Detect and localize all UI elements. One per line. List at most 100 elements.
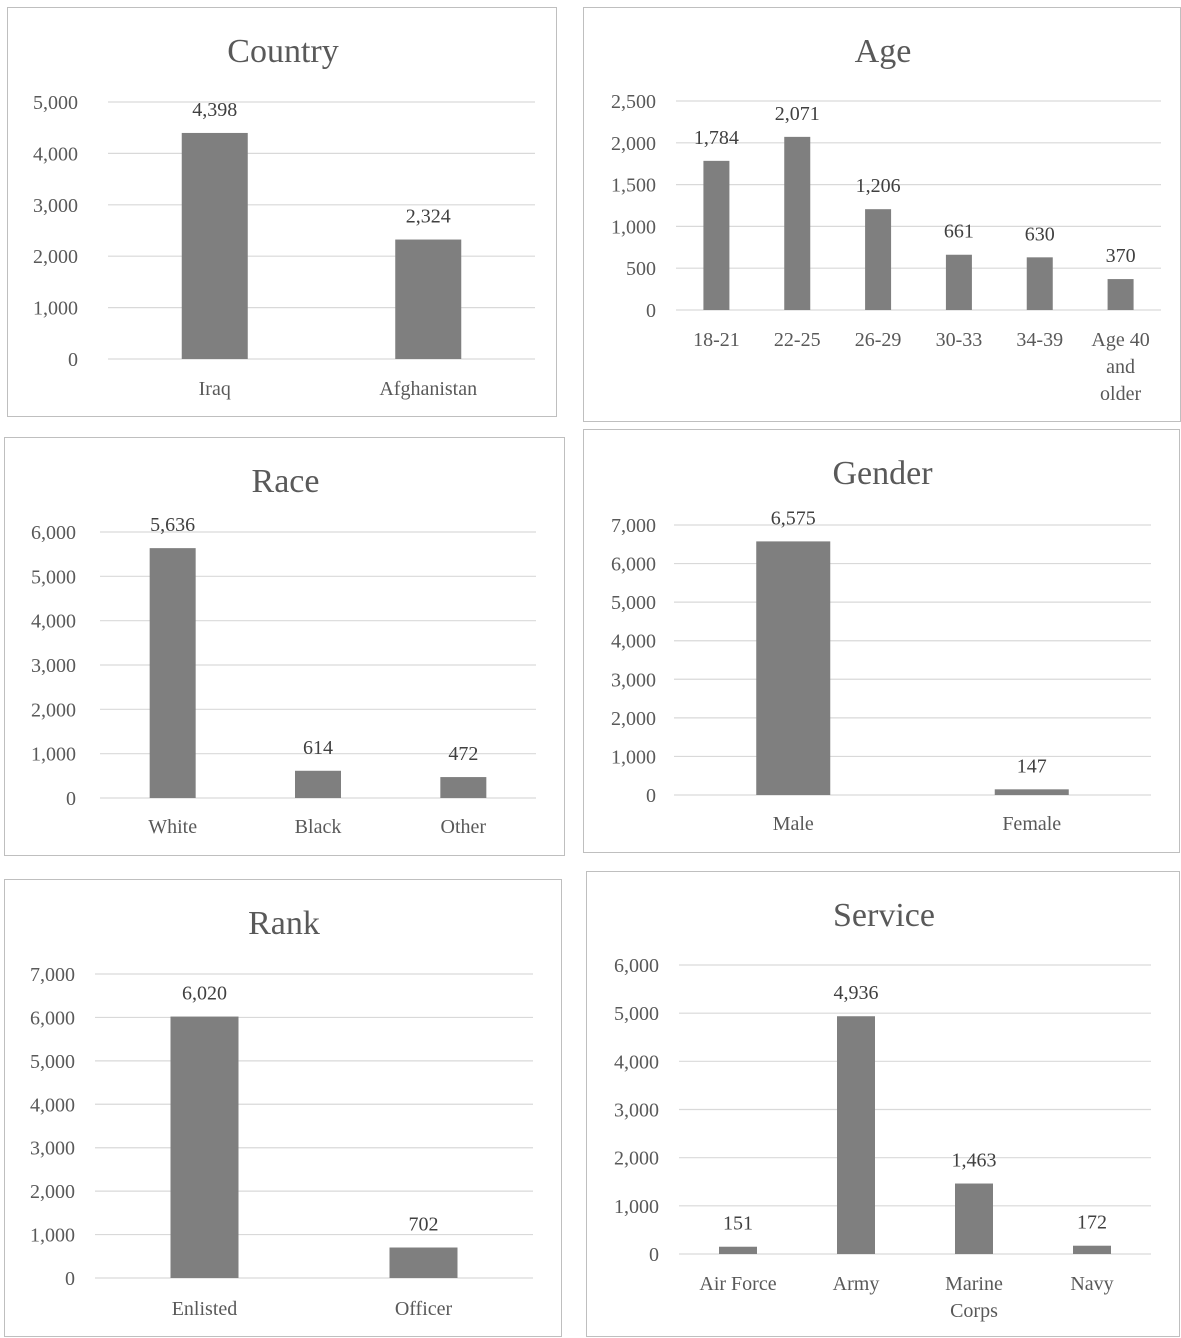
age-category-line: 22-25 [774, 329, 821, 351]
country-category-label: Afghanistan [379, 378, 477, 400]
service-chart-svg: Service 0 1,000 2,000 3,000 4,000 5,000 6,000 15… [614, 897, 1151, 1322]
country-bar [395, 239, 462, 359]
age-category-label: 18-21 [693, 329, 740, 351]
age-bar [945, 254, 972, 310]
age-value-label: 1,206 [856, 175, 901, 197]
age-category-line: 18-21 [693, 329, 740, 351]
service-chart: Service 0 1,000 2,000 3,000 4,000 5,000 6,000 15… [586, 871, 1180, 1337]
age-ytick-label: 0 [646, 300, 656, 322]
race-value-label: 5,636 [150, 514, 195, 536]
age-title: Age [855, 33, 912, 70]
rank-value-label: 6,020 [182, 983, 227, 1005]
age-category-label: 34-39 [1016, 329, 1063, 351]
gender-category-label: Male [773, 813, 814, 835]
race-value-label: 472 [448, 743, 478, 765]
service-ytick-label: 5,000 [614, 1003, 659, 1025]
age-ytick-label: 2,500 [611, 91, 656, 113]
race-category-label: Other [441, 816, 487, 838]
gender-chart: Gender 0 1,000 2,000 3,000 4,000 5,000 6,000 7,0… [583, 429, 1180, 853]
service-category-label: Navy [1070, 1273, 1113, 1295]
age-category-line: 26-29 [855, 329, 902, 351]
rank-chart-svg: Rank 0 1,000 2,000 3,000 4,000 5,000 6,000 7,000… [30, 905, 533, 1320]
service-value-label: 151 [723, 1213, 753, 1235]
age-value-label: 661 [944, 221, 974, 243]
gender-ytick-label: 5,000 [611, 592, 656, 614]
country-ytick-label: 4,000 [33, 143, 78, 165]
service-category-line: Marine [945, 1273, 1003, 1295]
gender-ytick-label: 6,000 [611, 554, 656, 576]
age-category-label: Age 40 and older [1091, 329, 1149, 405]
rank-chart: Rank 0 1,000 2,000 3,000 4,000 5,000 6,000 7,000… [4, 879, 562, 1337]
service-ytick-label: 6,000 [614, 955, 659, 977]
service-bar [955, 1183, 993, 1254]
race-chart-svg: Race 0 1,000 2,000 3,000 4,000 5,000 6,000 5,636… [31, 463, 536, 838]
age-category-line: 34-39 [1016, 329, 1063, 351]
gender-category-line: Female [1002, 813, 1061, 835]
race-ytick-label: 6,000 [31, 522, 76, 544]
race-bar [295, 770, 341, 798]
service-title: Service [833, 897, 935, 934]
country-value-label: 2,324 [406, 206, 451, 228]
service-category-label: Air Force [699, 1273, 776, 1295]
age-category-line: 30-33 [936, 329, 983, 351]
age-ytick-label: 1,500 [611, 175, 656, 197]
rank-bar [170, 1016, 239, 1278]
rank-ytick-label: 3,000 [30, 1138, 75, 1160]
gender-ytick-label: 7,000 [611, 515, 656, 537]
gender-bar [994, 789, 1069, 795]
gender-ytick-label: 3,000 [611, 669, 656, 691]
country-title: Country [227, 33, 338, 70]
rank-category-label: Officer [395, 1298, 453, 1320]
gender-chart-svg: Gender 0 1,000 2,000 3,000 4,000 5,000 6,000 7,0… [611, 455, 1151, 835]
rank-ytick-label: 1,000 [30, 1225, 75, 1247]
rank-ytick-label: 2,000 [30, 1181, 75, 1203]
age-category-line: older [1100, 383, 1141, 405]
age-chart-svg: Age 0 500 1,000 1,500 2,000 2,500 1,784 18-21 2,0… [611, 33, 1161, 405]
gender-title: Gender [832, 455, 933, 492]
race-ytick-label: 4,000 [31, 611, 76, 633]
age-category-label: 30-33 [936, 329, 983, 351]
service-value-label: 172 [1077, 1212, 1107, 1234]
age-bar [784, 136, 811, 310]
country-ytick-label: 3,000 [33, 195, 78, 217]
country-chart-svg: Country 0 1,000 2,000 3,000 4,000 5,000 4,398 Ir… [33, 33, 535, 400]
race-category-label: Black [295, 816, 342, 838]
age-category-label: 22-25 [774, 329, 821, 351]
race-ytick-label: 3,000 [31, 655, 76, 677]
service-bar [837, 1016, 875, 1254]
rank-ytick-label: 5,000 [30, 1051, 75, 1073]
country-category-line: Iraq [199, 378, 231, 400]
race-chart: Race 0 1,000 2,000 3,000 4,000 5,000 6,000 5,636… [4, 437, 565, 856]
race-ytick-label: 0 [66, 788, 76, 810]
country-ytick-label: 1,000 [33, 298, 78, 320]
gender-category-line: Male [773, 813, 814, 835]
age-category-label: 26-29 [855, 329, 902, 351]
rank-ytick-label: 4,000 [30, 1094, 75, 1116]
service-category-line: Navy [1070, 1273, 1113, 1295]
age-ytick-label: 1,000 [611, 216, 656, 238]
service-ytick-label: 2,000 [614, 1148, 659, 1170]
gender-ytick-label: 4,000 [611, 631, 656, 653]
race-category-line: Black [295, 816, 342, 838]
service-value-label: 4,936 [834, 982, 879, 1004]
service-value-label: 1,463 [952, 1150, 997, 1172]
race-value-label: 614 [303, 737, 333, 759]
age-value-label: 630 [1025, 223, 1055, 245]
race-category-line: Other [441, 816, 487, 838]
race-ytick-label: 5,000 [31, 566, 76, 588]
service-ytick-label: 4,000 [614, 1051, 659, 1073]
race-ytick-label: 2,000 [31, 699, 76, 721]
service-category-line: Corps [950, 1300, 998, 1322]
rank-ytick-label: 7,000 [30, 964, 75, 986]
age-value-label: 2,071 [775, 103, 820, 125]
age-value-label: 1,784 [694, 127, 739, 149]
service-category-line: Army [833, 1273, 880, 1295]
service-ytick-label: 0 [649, 1244, 659, 1266]
race-category-line: White [148, 816, 197, 838]
country-value-label: 4,398 [192, 99, 237, 121]
country-ytick-label: 0 [68, 349, 78, 371]
rank-ytick-label: 0 [65, 1268, 75, 1290]
country-bar [181, 132, 248, 359]
country-ytick-label: 2,000 [33, 246, 78, 268]
rank-category-label: Enlisted [172, 1298, 238, 1320]
